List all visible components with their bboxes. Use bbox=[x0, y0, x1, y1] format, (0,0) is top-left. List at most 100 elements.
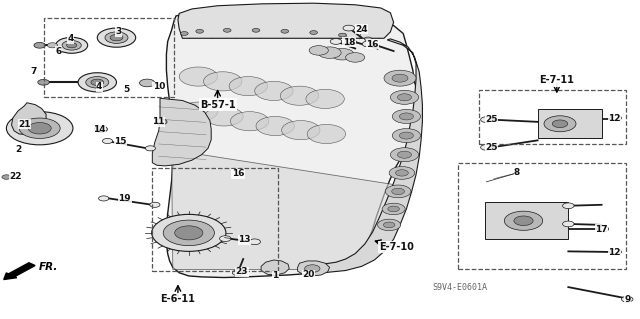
Circle shape bbox=[392, 129, 420, 143]
Circle shape bbox=[389, 167, 415, 179]
Circle shape bbox=[382, 203, 405, 215]
Circle shape bbox=[179, 67, 218, 86]
Circle shape bbox=[384, 70, 416, 86]
Circle shape bbox=[230, 112, 269, 131]
Circle shape bbox=[307, 124, 346, 144]
Text: 22: 22 bbox=[10, 172, 22, 181]
Circle shape bbox=[305, 265, 320, 272]
Circle shape bbox=[204, 72, 242, 91]
Text: E-7-10: E-7-10 bbox=[380, 242, 414, 252]
Circle shape bbox=[255, 81, 293, 100]
Circle shape bbox=[396, 170, 408, 176]
Circle shape bbox=[610, 249, 621, 255]
Circle shape bbox=[67, 43, 77, 48]
Text: 21: 21 bbox=[18, 120, 31, 129]
Circle shape bbox=[610, 115, 621, 121]
Circle shape bbox=[110, 34, 123, 41]
Circle shape bbox=[481, 117, 492, 122]
Polygon shape bbox=[166, 8, 422, 278]
Text: 9: 9 bbox=[624, 295, 630, 304]
Text: 24: 24 bbox=[355, 25, 368, 34]
Circle shape bbox=[205, 107, 243, 126]
Circle shape bbox=[179, 102, 218, 121]
Text: 8: 8 bbox=[514, 168, 520, 177]
Circle shape bbox=[95, 126, 108, 132]
Circle shape bbox=[232, 270, 244, 276]
Circle shape bbox=[97, 28, 136, 47]
Text: 10: 10 bbox=[152, 82, 165, 91]
Circle shape bbox=[390, 148, 419, 162]
Circle shape bbox=[318, 47, 341, 58]
Text: 3: 3 bbox=[115, 27, 122, 36]
Polygon shape bbox=[12, 103, 46, 135]
Circle shape bbox=[145, 146, 156, 151]
Circle shape bbox=[102, 138, 113, 144]
Circle shape bbox=[220, 236, 231, 241]
Circle shape bbox=[392, 74, 408, 82]
Text: 17: 17 bbox=[595, 225, 608, 234]
Text: 7: 7 bbox=[30, 67, 36, 76]
Circle shape bbox=[362, 41, 374, 47]
Circle shape bbox=[397, 94, 412, 101]
Circle shape bbox=[140, 79, 155, 87]
Circle shape bbox=[364, 37, 372, 41]
Circle shape bbox=[399, 113, 413, 120]
Text: 20: 20 bbox=[302, 271, 315, 279]
Circle shape bbox=[345, 39, 356, 45]
Circle shape bbox=[196, 29, 204, 33]
Polygon shape bbox=[152, 98, 211, 166]
Circle shape bbox=[392, 188, 404, 195]
Circle shape bbox=[229, 77, 268, 96]
Circle shape bbox=[28, 122, 51, 134]
Circle shape bbox=[38, 79, 49, 85]
Circle shape bbox=[330, 39, 342, 44]
Circle shape bbox=[597, 226, 609, 232]
Text: 16: 16 bbox=[366, 40, 379, 48]
Circle shape bbox=[306, 89, 344, 108]
Circle shape bbox=[34, 42, 45, 48]
Circle shape bbox=[175, 226, 203, 240]
Circle shape bbox=[223, 28, 231, 32]
Circle shape bbox=[78, 73, 116, 92]
Circle shape bbox=[621, 296, 633, 302]
Circle shape bbox=[281, 29, 289, 33]
Circle shape bbox=[62, 41, 81, 50]
Circle shape bbox=[280, 86, 319, 105]
Circle shape bbox=[563, 203, 574, 209]
Circle shape bbox=[249, 239, 260, 245]
Polygon shape bbox=[323, 39, 422, 273]
Circle shape bbox=[86, 77, 109, 88]
Text: 15: 15 bbox=[114, 137, 127, 146]
Text: 12: 12 bbox=[608, 248, 621, 256]
Text: 11: 11 bbox=[152, 117, 165, 126]
Polygon shape bbox=[261, 260, 289, 275]
Circle shape bbox=[282, 121, 320, 140]
Circle shape bbox=[56, 37, 88, 53]
Circle shape bbox=[383, 222, 395, 228]
Circle shape bbox=[331, 48, 354, 60]
Circle shape bbox=[343, 25, 355, 31]
Circle shape bbox=[552, 120, 568, 128]
Circle shape bbox=[397, 151, 412, 158]
Circle shape bbox=[339, 33, 346, 37]
Text: S9V4-E0601A: S9V4-E0601A bbox=[432, 283, 487, 292]
Circle shape bbox=[256, 116, 294, 136]
Text: E-6-11: E-6-11 bbox=[161, 294, 195, 304]
Text: 16: 16 bbox=[232, 169, 244, 178]
Circle shape bbox=[388, 206, 399, 212]
Circle shape bbox=[152, 214, 226, 251]
Circle shape bbox=[252, 28, 260, 32]
Text: 2: 2 bbox=[15, 145, 21, 154]
Polygon shape bbox=[172, 150, 400, 270]
Circle shape bbox=[563, 221, 574, 227]
Text: 14: 14 bbox=[93, 125, 106, 134]
Circle shape bbox=[6, 112, 73, 145]
Polygon shape bbox=[178, 3, 394, 38]
Circle shape bbox=[390, 90, 419, 104]
Circle shape bbox=[514, 216, 533, 226]
Circle shape bbox=[156, 119, 167, 125]
Circle shape bbox=[504, 211, 543, 230]
Circle shape bbox=[544, 116, 576, 132]
Polygon shape bbox=[298, 261, 330, 276]
Text: 6: 6 bbox=[56, 47, 62, 56]
